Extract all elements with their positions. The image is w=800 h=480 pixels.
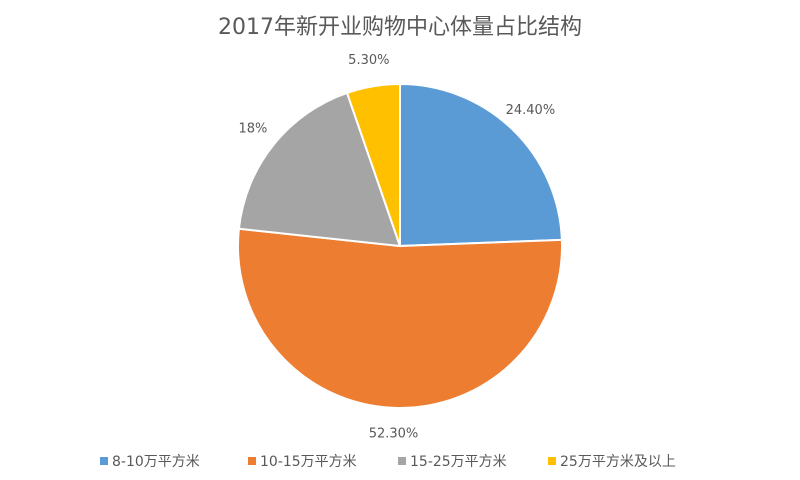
legend-label: 8-10万平方米: [112, 454, 200, 470]
legend-swatch: [548, 457, 556, 465]
pie-slice: [399, 82, 563, 248]
legend-swatch: [398, 457, 406, 465]
data-label: 24.40%: [506, 103, 556, 118]
data-label: 52.30%: [369, 426, 419, 441]
pie-slice: [237, 227, 563, 409]
pie-slice: [345, 82, 401, 247]
legend-swatch: [100, 457, 108, 465]
data-label: 18%: [238, 121, 267, 136]
legend-swatch: [248, 457, 256, 465]
legend-label: 15-25万平方米: [410, 454, 507, 470]
legend-label: 25万平方米及以上: [560, 454, 676, 470]
chart-title: 2017年新开业购物中心体量占比结构: [218, 15, 582, 40]
data-label: 5.30%: [348, 53, 389, 68]
legend-label: 10-15万平方米: [260, 454, 357, 470]
